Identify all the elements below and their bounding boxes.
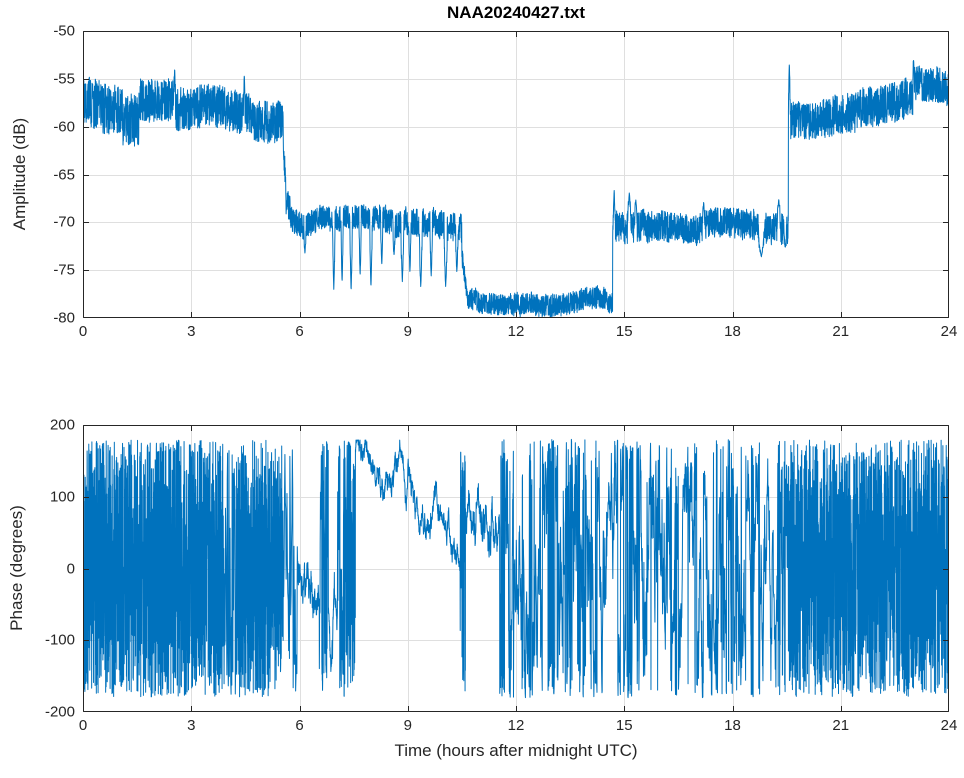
- amplitude-x-tick-label: 15: [615, 323, 633, 340]
- amplitude-y-tick-label: -55: [53, 70, 75, 88]
- amplitude-y-tick-label: -50: [53, 22, 75, 40]
- amplitude-y-axis-label: Amplitude (dB): [10, 117, 29, 231]
- phase-x-tick-label: 24: [940, 717, 958, 734]
- phase-y-tick-label: -100: [44, 631, 75, 649]
- amplitude-y-tick-label: -65: [53, 166, 75, 183]
- phase-x-tick-label: 9: [403, 717, 412, 734]
- amplitude-x-tick-label: 21: [832, 323, 850, 340]
- amplitude-x-tick-label: 12: [507, 323, 525, 340]
- phase-y-tick-label: 100: [49, 488, 75, 506]
- amplitude-plot-canvas: [83, 31, 949, 318]
- phase-x-tick-label: 12: [507, 717, 525, 734]
- amplitude-x-tick-label: 6: [295, 323, 304, 340]
- phase-x-tick-label: 21: [832, 717, 850, 734]
- amplitude-y-tick-label: -75: [53, 261, 75, 279]
- phase-y-axis-label: Phase (degrees): [7, 505, 26, 631]
- amplitude-y-tick-label: -80: [53, 309, 75, 327]
- amplitude-y-tick-label: -60: [53, 118, 75, 136]
- phase-x-tick-label: 0: [78, 717, 88, 734]
- amplitude-x-tick-label: 24: [940, 323, 958, 340]
- amplitude-x-tick-label: 0: [78, 323, 88, 340]
- phase-x-tick-label: 3: [187, 717, 196, 734]
- amplitude-x-tick-label: 9: [403, 323, 412, 340]
- x-axis-label: Time (hours after midnight UTC): [394, 741, 638, 760]
- chart-title: NAA20240427.txt: [447, 3, 585, 22]
- amplitude-y-tick-label: -70: [53, 213, 75, 231]
- amplitude-x-tick-label: 18: [724, 323, 741, 340]
- phase-y-tick-label: 200: [49, 416, 75, 434]
- phase-x-tick-label: 6: [295, 717, 304, 734]
- amplitude-x-tick-label: 3: [187, 323, 196, 340]
- phase-plot-canvas: [83, 425, 949, 712]
- phase-x-tick-label: 15: [615, 717, 633, 734]
- phase-y-tick-label: -200: [44, 703, 75, 721]
- phase-y-tick-label: 0: [66, 560, 75, 577]
- phase-x-tick-label: 18: [724, 717, 741, 734]
